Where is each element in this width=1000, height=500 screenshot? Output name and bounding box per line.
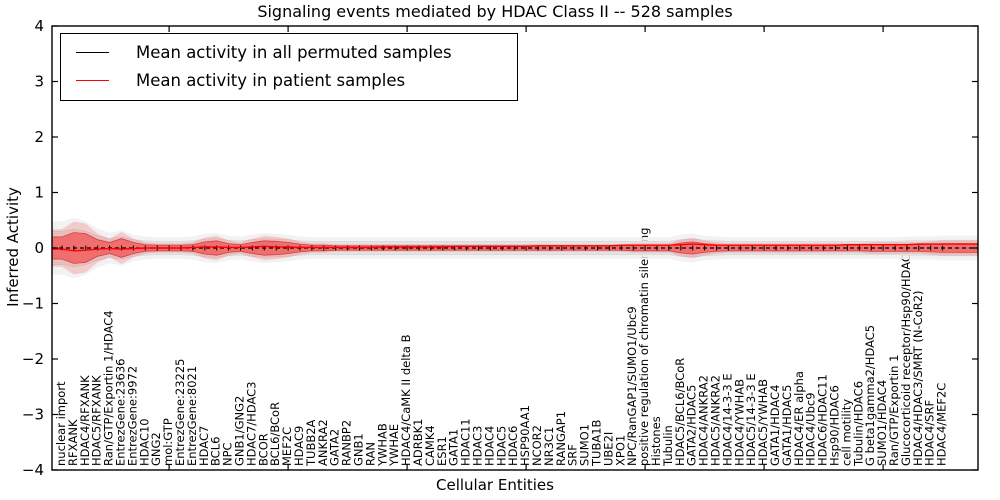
y-tick-label: −3: [22, 406, 44, 424]
x-tick-label: GATA1: [447, 429, 461, 466]
x-tick-label: Ran/GTP/Exportin 1: [887, 355, 901, 466]
y-tick-label: −2: [22, 350, 44, 368]
x-tick-label: NCOR2: [530, 425, 544, 466]
x-tick-label: HDAC4: [482, 426, 496, 466]
y-tick-label: 1: [34, 184, 44, 202]
x-tick-label: cell motility: [839, 399, 853, 466]
x-tick-label: RFXANK: [66, 419, 80, 466]
x-tick-label: NR3C1: [542, 427, 556, 466]
x-tick-label: GATA1/HDAC4: [768, 385, 782, 466]
x-tick-label: GNB1: [352, 433, 366, 466]
x-tick-label: UBE2I: [601, 432, 615, 466]
x-tick-label: RAN: [363, 442, 377, 466]
x-tick-label: Ran/GTP/Exportin 1/HDAC4: [102, 310, 116, 466]
y-tick-label: 4: [34, 17, 44, 35]
legend-item-patient: Mean activity in patient samples: [61, 66, 517, 94]
x-tick-label: positive regulation of chromatin silenci…: [637, 228, 651, 466]
x-tick-label: Tubulin: [661, 425, 675, 467]
y-tick-label: 2: [34, 128, 44, 146]
y-axis-label: Inferred Activity: [4, 187, 22, 307]
x-tick-label: BCOR: [256, 433, 270, 466]
x-tick-label: mol:GTP: [161, 418, 175, 466]
x-tick-label: HDAC4/ANKRA2: [697, 375, 711, 466]
x-tick-label: NPC: [221, 442, 235, 466]
legend-line-permuted-icon: [76, 51, 109, 53]
x-tick-label: RANBP2: [340, 420, 354, 466]
legend-item-permuted: Mean activity in all permuted samples: [61, 38, 517, 66]
x-tick-label: HDAC9: [292, 426, 306, 466]
x-tick-label: HDAC5/YWHAB: [756, 379, 770, 466]
x-tick-label: HDAC4/14-3-3 E: [720, 373, 734, 466]
x-tick-label: ANKRA2: [316, 419, 330, 466]
x-tick-label: HDAC6/HDAC11: [816, 374, 830, 466]
x-tick-label: Histones: [649, 416, 663, 466]
x-tick-label: GATA2: [328, 429, 342, 466]
x-tick-label: TUBA1B: [590, 419, 604, 467]
x-tick-label: TUBB2A: [304, 419, 318, 467]
chart-title: Signaling events mediated by HDAC Class …: [257, 2, 733, 21]
x-tick-label: CAMK4: [423, 425, 437, 466]
x-tick-label: HDAC4/CaMK II delta B: [399, 334, 413, 466]
x-tick-label: HDAC5/RFXANK: [90, 375, 104, 466]
x-tick-label: HDAC5/14-3-3 E: [744, 373, 758, 466]
x-axis-label: Cellular Entities: [436, 476, 554, 494]
x-tick-label: GNB1/GNG2: [233, 396, 247, 466]
x-tick-label: HDAC7/HDAC3: [244, 382, 258, 467]
x-tick-label: HDAC10: [137, 418, 151, 466]
x-tick-label: BCL6: [209, 437, 223, 466]
y-tick-label: −1: [22, 295, 44, 313]
x-tick-label: YWHAB: [375, 423, 389, 467]
x-tick-label: nuclear import: [54, 381, 68, 466]
x-tick-label: HDAC4/RFXANK: [78, 375, 92, 466]
legend-label-permuted: Mean activity in all permuted samples: [136, 42, 452, 62]
x-tick-label: HDAC5/ANKRA2: [709, 375, 723, 466]
x-tick-label: RANGAP1: [554, 411, 568, 466]
x-tick-label: G beta1gamma2/HDAC5: [863, 325, 877, 466]
x-tick-label: HDAC5/BCL6/BCoR: [673, 358, 687, 466]
x-tick-label: HSP90AA1: [518, 405, 532, 466]
x-tick-label: NPC/RanGAP1/SUMO1/Ubc9: [625, 306, 639, 466]
x-tick-label: SUMO1: [578, 424, 592, 466]
x-tick-label: GATA1/HDAC5: [780, 385, 794, 466]
x-tick-label: Glucocorticoid receptor/Hsp90/HDAC6: [899, 247, 913, 466]
x-tick-label: HDAC4/HDAC3/SMRT (N-CoR2): [911, 290, 925, 466]
legend-label-patient: Mean activity in patient samples: [136, 70, 406, 90]
x-tick-label: MEF2C: [280, 427, 294, 466]
patient-mean-line: [52, 243, 978, 252]
x-tick-label: HDAC4/Ubc9: [804, 392, 818, 466]
x-tick-label: GATA2/HDAC5: [685, 385, 699, 466]
y-tick-label: 3: [34, 73, 44, 91]
x-tick-label: EntrezGene:8021: [185, 366, 199, 466]
x-tick-label: Hsp90/HDAC6: [828, 385, 842, 466]
legend-line-patient-icon: [76, 79, 109, 81]
x-tick-label: HDAC5: [494, 426, 508, 466]
x-tick-label: Tubulin/HDAC6: [851, 381, 865, 467]
x-tick-label: XPO1: [613, 435, 627, 466]
x-tick-label: YWHAE: [387, 424, 401, 467]
x-tick-label: EntrezGene:23636: [114, 359, 128, 466]
x-tick-label: EntrezGene:23225: [173, 359, 187, 466]
y-tick-label: 0: [34, 239, 44, 257]
x-tick-label: GNG2: [149, 432, 163, 466]
x-tick-label: HDAC4/MEF2C: [935, 383, 949, 466]
x-tick-label: HDAC11: [459, 418, 473, 466]
x-tick-label: HDAC4/YWHAB: [732, 379, 746, 466]
x-tick-label: EntrezGene:9972: [125, 366, 139, 466]
x-tick-label: HDAC3: [471, 426, 485, 466]
legend: Mean activity in all permuted samples Me…: [60, 33, 518, 101]
x-tick-label: SRF: [566, 444, 580, 466]
x-tick-label: BCL6/BCoR: [268, 402, 282, 466]
y-tick-label: −4: [22, 461, 44, 479]
x-tick-label: HDAC4/ER alpha: [792, 371, 806, 466]
x-tick-label: ESR1: [435, 436, 449, 466]
x-tick-label: HDAC7: [197, 426, 211, 466]
x-tick-label: HDAC6: [506, 426, 520, 466]
x-tick-label: SUMO1/HDAC4: [875, 380, 889, 466]
x-tick-label: ADRBK1: [411, 419, 425, 466]
x-tick-label: HDAC4/SRF: [923, 400, 937, 466]
